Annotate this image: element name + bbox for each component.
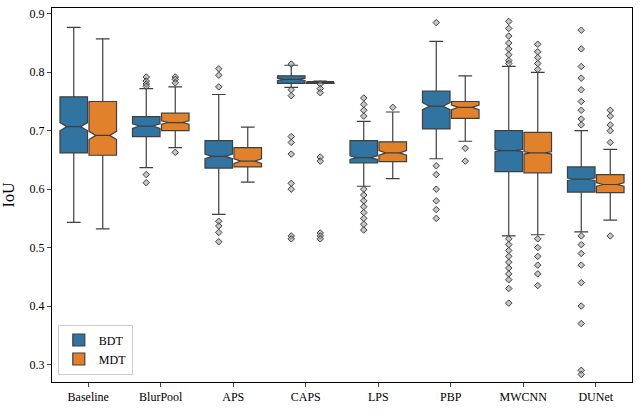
svg-text:Baseline: Baseline — [68, 390, 109, 404]
svg-text:MWCNN: MWCNN — [500, 390, 548, 404]
svg-text:0.8: 0.8 — [30, 65, 45, 79]
svg-text:IoU: IoU — [0, 182, 17, 207]
svg-text:0.5: 0.5 — [30, 241, 45, 255]
svg-text:MDT: MDT — [99, 353, 126, 367]
svg-text:0.6: 0.6 — [30, 182, 45, 196]
svg-text:0.3: 0.3 — [30, 358, 45, 372]
svg-text:APS: APS — [222, 390, 244, 404]
svg-text:DUNet: DUNet — [578, 390, 613, 404]
svg-text:BlurPool: BlurPool — [139, 390, 183, 404]
svg-text:PBP: PBP — [440, 390, 462, 404]
svg-text:0.9: 0.9 — [30, 7, 45, 21]
svg-text:0.4: 0.4 — [30, 299, 45, 313]
svg-text:LPS: LPS — [368, 390, 389, 404]
svg-text:BDT: BDT — [99, 334, 124, 348]
svg-text:0.7: 0.7 — [30, 124, 45, 138]
svg-text:CAPS: CAPS — [291, 390, 321, 404]
